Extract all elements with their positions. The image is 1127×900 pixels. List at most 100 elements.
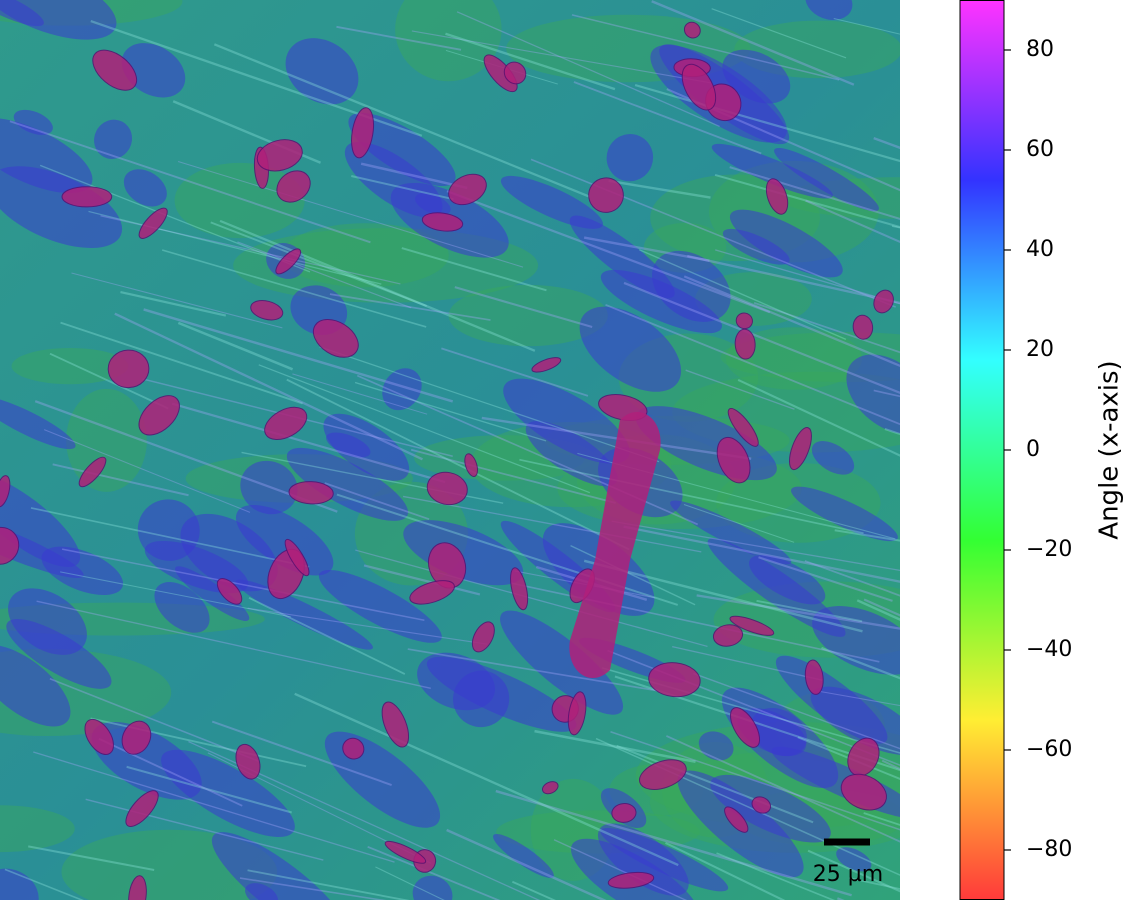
texture-magenta	[569, 411, 661, 679]
texture-blue	[286, 447, 409, 521]
texture-fiber	[36, 600, 431, 689]
texture-fiber	[583, 236, 710, 262]
texture-fiber	[4, 868, 84, 900]
texture-blue	[652, 250, 731, 322]
texture-fiber	[511, 880, 556, 900]
texture-blue	[285, 38, 359, 105]
texture-blue	[0, 645, 71, 727]
texture-fiber	[833, 18, 900, 35]
texture-fiber	[410, 448, 616, 504]
texture-fiber	[213, 43, 590, 198]
colorbar	[959, 0, 1005, 900]
texture-fiber	[9, 120, 371, 244]
texture-blue	[525, 421, 618, 487]
colorbar-tick-label: 60	[1026, 137, 1054, 162]
texture-magenta	[0, 475, 11, 508]
texture-blue	[791, 486, 898, 542]
texture-magenta	[464, 453, 478, 477]
texture-fiber	[286, 378, 630, 551]
texture-fiber	[481, 416, 752, 460]
texture-fiber	[60, 571, 291, 618]
colorbar-tick-label: 20	[1026, 337, 1054, 362]
texture-fiber	[623, 525, 900, 583]
texture-magenta	[648, 662, 701, 698]
texture-blue	[670, 500, 792, 565]
texture-blue	[810, 686, 900, 756]
texture-fiber	[88, 210, 382, 285]
texture-fiber	[693, 672, 900, 750]
texture-magenta	[471, 621, 495, 653]
texture-blue	[500, 610, 624, 715]
texture-fiber	[120, 290, 227, 317]
texture-magenta	[716, 436, 751, 484]
texture-fiber	[49, 352, 169, 410]
texture-magenta	[735, 312, 753, 330]
texture-blue	[0, 166, 123, 248]
texture-magenta	[611, 803, 637, 823]
texture-fiber	[43, 429, 251, 513]
texture-fiber	[247, 607, 488, 645]
texture-blue	[245, 883, 279, 900]
texture-fiber	[716, 852, 836, 900]
texture-magenta	[751, 796, 772, 814]
texture-magenta	[873, 289, 894, 314]
texture-green	[725, 327, 863, 390]
texture-fiber	[651, 0, 855, 86]
texture-fiber	[820, 691, 900, 707]
texture-fiber	[534, 729, 696, 763]
texture-magenta	[503, 61, 527, 85]
texture-fiber	[804, 560, 900, 597]
texture-fiber	[714, 173, 900, 229]
texture-fiber	[664, 841, 786, 900]
texture-fiber	[611, 520, 900, 572]
texture-blue	[41, 546, 124, 596]
texture-blue	[123, 169, 167, 207]
texture-magenta	[531, 357, 562, 373]
texture-magenta	[510, 567, 529, 611]
texture-fiber	[34, 400, 338, 513]
texture-blue	[211, 832, 350, 900]
texture-fiber	[60, 321, 303, 405]
texture-fiber	[441, 347, 589, 397]
texture-fiber	[360, 162, 468, 190]
texture-magenta	[729, 615, 775, 636]
texture-fiber	[711, 8, 847, 59]
texture-fiber	[71, 272, 283, 329]
texture-fiber	[354, 381, 547, 442]
texture-blue	[326, 432, 371, 458]
texture-fiber	[355, 549, 708, 648]
texture-fiber	[519, 458, 864, 535]
texture-magenta	[92, 49, 138, 91]
texture-blue	[0, 868, 39, 900]
texture-blue	[412, 875, 453, 900]
texture-magenta	[448, 173, 487, 206]
texture-blue	[121, 43, 186, 98]
texture-blue	[836, 847, 872, 872]
texture-fiber	[805, 199, 900, 244]
texture-magenta	[84, 718, 114, 755]
texture-fiber	[456, 11, 720, 128]
texture-fiber	[683, 275, 900, 368]
texture-magenta	[683, 21, 701, 39]
texture-fiber	[530, 158, 896, 308]
texture-fiber	[336, 25, 462, 51]
texture-blue	[403, 520, 524, 586]
texture-fiber	[666, 735, 900, 843]
texture-fiber	[39, 164, 311, 273]
texture-fiber	[161, 249, 427, 328]
texture-green	[448, 284, 608, 347]
texture-magenta	[681, 63, 717, 111]
scale-bar-label: 25 µm	[813, 862, 883, 887]
texture-fiber	[756, 599, 863, 623]
texture-blue	[0, 117, 93, 194]
texture-magenta	[840, 773, 887, 811]
texture-magenta	[138, 207, 168, 239]
texture-magenta	[852, 314, 874, 340]
texture-fiber	[98, 737, 243, 807]
texture-fiber	[608, 179, 711, 199]
texture-magenta	[409, 580, 455, 605]
texture-magenta	[264, 406, 308, 441]
texture-fiber	[363, 564, 481, 596]
texture-fiber	[446, 828, 607, 900]
